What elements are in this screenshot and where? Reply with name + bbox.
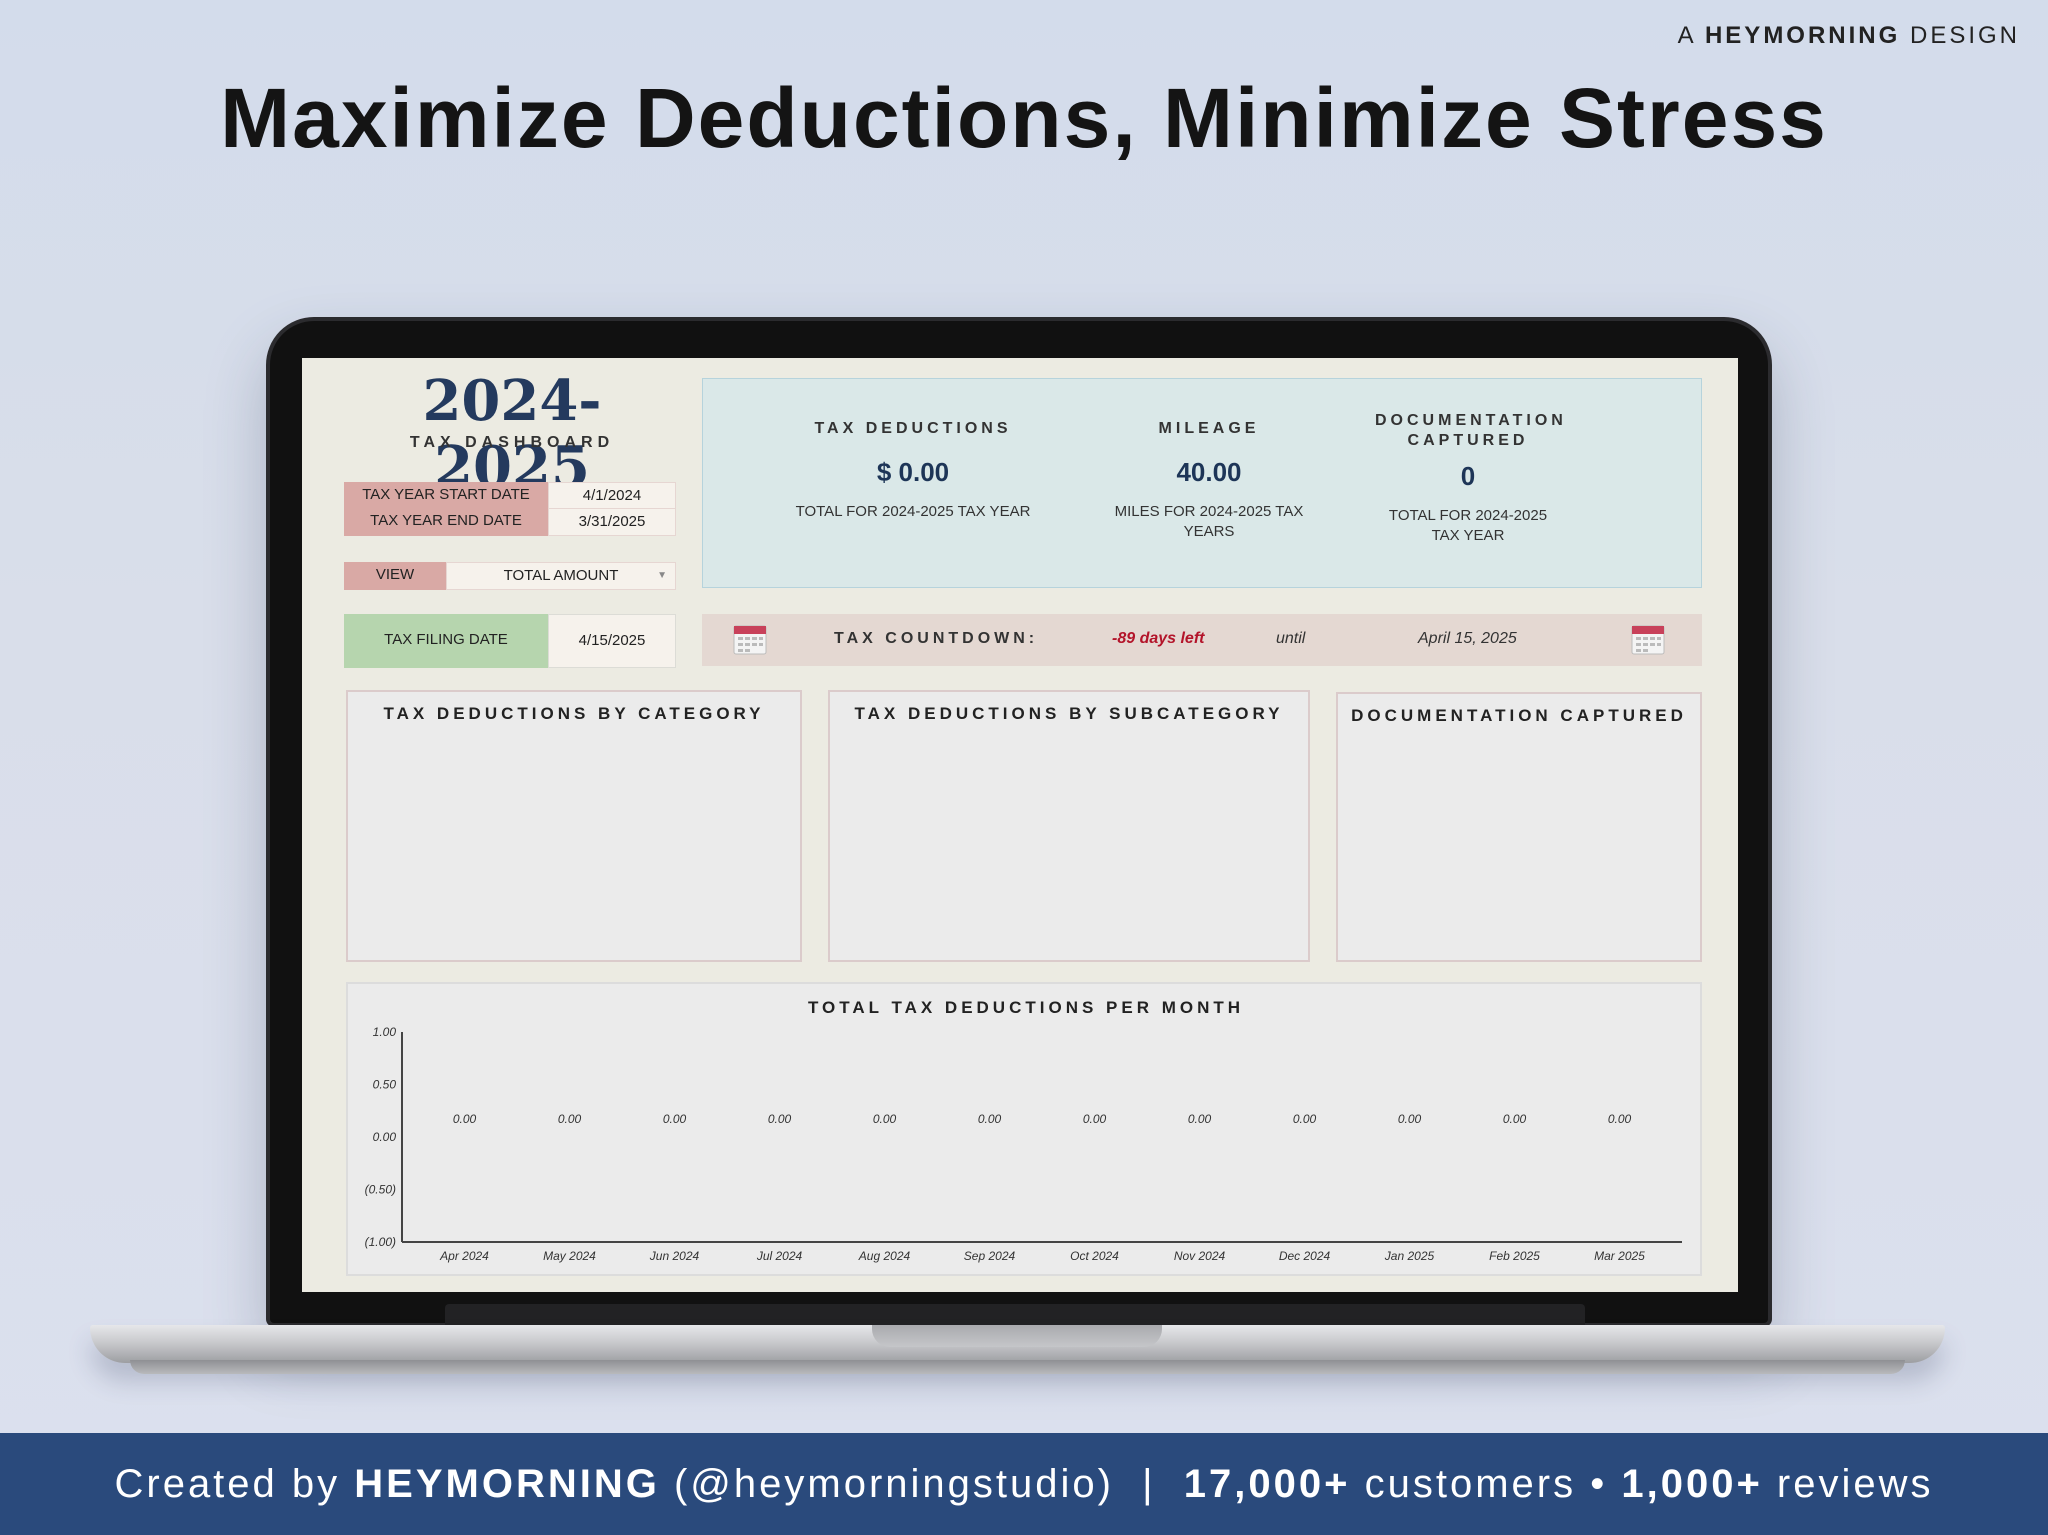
chart-x-tick-label: Dec 2024 <box>1279 1249 1331 1263</box>
tax-year-end-row: TAX YEAR END DATE 3/31/2025 <box>344 508 676 536</box>
calendar-icon <box>732 622 768 656</box>
footer-customers-label: customers • <box>1351 1462 1622 1506</box>
chart-x-tick-label: Oct 2024 <box>1070 1249 1119 1263</box>
stat-title: MILEAGE <box>1109 419 1309 439</box>
chart-y-tick-label: (0.50) <box>365 1183 396 1197</box>
chart-y-tick-label: 0.00 <box>373 1130 397 1144</box>
footer-reviews-count: 1,000+ <box>1621 1462 1762 1506</box>
stat-value: 0 <box>1375 461 1561 492</box>
tax-year-end-label: TAX YEAR END DATE <box>344 508 548 536</box>
stats-summary-box: TAX DEDUCTIONS $ 0.00 TOTAL FOR 2024-202… <box>702 378 1702 588</box>
chart-title: TOTAL TAX DEDUCTIONS PER MONTH <box>808 998 1244 1017</box>
tax-year-start-value[interactable]: 4/1/2024 <box>548 482 676 510</box>
footer-banner: Created by HEYMORNING (@heymorningstudio… <box>0 1433 2048 1535</box>
stat-value: 40.00 <box>1109 457 1309 488</box>
filing-date-value[interactable]: 4/15/2025 <box>548 614 676 668</box>
brand-tag-brand: HEYMORNING <box>1705 22 1900 49</box>
chart-y-tick-label: (1.00) <box>365 1235 396 1249</box>
chart-data-label: 0.00 <box>873 1112 897 1126</box>
chart-x-tick-label: Jan 2025 <box>1384 1249 1435 1263</box>
stat-mileage: MILEAGE 40.00 MILES FOR 2024-2025 TAX YE… <box>1109 419 1309 542</box>
dashboard-screen: 2024-2025 TAX DASHBOARD TAX YEAR START D… <box>302 358 1738 1292</box>
chart-y-tick-label: 0.50 <box>373 1078 397 1092</box>
chart-y-tick-label: 1.00 <box>373 1025 397 1039</box>
footer-reviews-label: reviews <box>1763 1462 1934 1506</box>
view-dropdown[interactable]: TOTAL AMOUNT ▼ <box>446 562 676 590</box>
countdown-date: April 15, 2025 <box>1418 630 1517 648</box>
brand-tag-suffix: DESIGN <box>1910 22 2020 49</box>
panel-title: DOCUMENTATION CAPTURED <box>1338 706 1700 726</box>
stat-documentation: DOCUMENTATION CAPTURED 0 TOTAL FOR 2024-… <box>1375 411 1561 546</box>
view-dropdown-value: TOTAL AMOUNT <box>504 567 619 584</box>
panel-title: TAX DEDUCTIONS BY SUBCATEGORY <box>830 704 1308 724</box>
chart-data-label: 0.00 <box>663 1112 687 1126</box>
panel-deductions-by-category: TAX DEDUCTIONS BY CATEGORY <box>346 690 802 962</box>
stat-tax-deductions: TAX DEDUCTIONS $ 0.00 TOTAL FOR 2024-202… <box>783 419 1043 522</box>
filing-date-label: TAX FILING DATE <box>344 614 548 668</box>
dashboard-subtitle: TAX DASHBOARD <box>362 434 662 452</box>
chart-data-label: 0.00 <box>1293 1112 1317 1126</box>
headline: Maximize Deductions, Minimize Stress <box>0 70 2048 167</box>
laptop-base-bottom <box>130 1360 1905 1374</box>
chevron-down-icon[interactable]: ▼ <box>657 563 667 589</box>
panel-documentation-captured: DOCUMENTATION CAPTURED <box>1336 692 1702 962</box>
chart-data-label: 0.00 <box>1188 1112 1212 1126</box>
stat-title: DOCUMENTATION CAPTURED <box>1375 411 1561 451</box>
panel-deductions-by-subcategory: TAX DEDUCTIONS BY SUBCATEGORY <box>828 690 1310 962</box>
footer-customers-count: 17,000+ <box>1184 1462 1351 1506</box>
laptop-hinge <box>445 1304 1585 1326</box>
chart-x-tick-label: May 2024 <box>543 1249 596 1263</box>
chart-x-tick-label: Nov 2024 <box>1174 1249 1226 1263</box>
chart-data-label: 0.00 <box>1608 1112 1632 1126</box>
stat-caption: TOTAL FOR 2024-2025 TAX YEAR <box>1375 506 1561 546</box>
chart-x-tick-label: Mar 2025 <box>1594 1249 1645 1263</box>
monthly-deductions-chart: TOTAL TAX DEDUCTIONS PER MONTH 1.00 0.50 0… <box>348 984 1704 1278</box>
chart-data-label: 0.00 <box>1503 1112 1527 1126</box>
tax-countdown-bar: TAX COUNTDOWN: -89 days left until April… <box>702 614 1702 666</box>
tax-year-start-row: TAX YEAR START DATE 4/1/2024 <box>344 482 676 510</box>
laptop-notch <box>872 1325 1162 1347</box>
chart-x-tick-label: Jul 2024 <box>756 1249 803 1263</box>
chart-x-tick-label: Apr 2024 <box>439 1249 489 1263</box>
chart-x-tick-label: Aug 2024 <box>858 1249 911 1263</box>
chart-data-label: 0.00 <box>558 1112 582 1126</box>
stat-caption: MILES FOR 2024-2025 TAX YEARS <box>1109 502 1309 542</box>
countdown-days: -89 days left <box>1112 630 1204 648</box>
view-label: VIEW <box>344 562 446 590</box>
brand-tag-prefix: A <box>1678 22 1696 49</box>
calendar-icon <box>1630 622 1666 656</box>
tax-year-start-label: TAX YEAR START DATE <box>344 482 548 510</box>
countdown-until: until <box>1276 630 1305 648</box>
filing-date-row: TAX FILING DATE 4/15/2025 <box>344 614 676 668</box>
stat-title: TAX DEDUCTIONS <box>783 419 1043 439</box>
panel-title: TAX DEDUCTIONS BY CATEGORY <box>348 704 800 724</box>
chart-data-label: 0.00 <box>978 1112 1002 1126</box>
chart-x-tick-label: Feb 2025 <box>1489 1249 1540 1263</box>
footer-prefix: Created by <box>114 1462 354 1506</box>
brand-tag: A HEYMORNING DESIGN <box>1678 22 2020 50</box>
footer-brand: HEYMORNING <box>354 1462 660 1506</box>
view-row: VIEW TOTAL AMOUNT ▼ <box>344 562 676 590</box>
tax-year-end-value[interactable]: 3/31/2025 <box>548 508 676 536</box>
chart-x-tick-label: Sep 2024 <box>964 1249 1016 1263</box>
stat-caption: TOTAL FOR 2024-2025 TAX YEAR <box>783 502 1043 522</box>
chart-x-tick-label: Jun 2024 <box>649 1249 700 1263</box>
countdown-label: TAX COUNTDOWN: <box>834 630 1038 648</box>
chart-data-label: 0.00 <box>768 1112 792 1126</box>
chart-data-label: 0.00 <box>1398 1112 1422 1126</box>
footer-handle: (@heymorningstudio) | <box>660 1462 1184 1506</box>
chart-panel-monthly-deductions: TOTAL TAX DEDUCTIONS PER MONTH 1.00 0.50 0… <box>346 982 1702 1276</box>
chart-data-label: 0.00 <box>1083 1112 1107 1126</box>
stat-value: $ 0.00 <box>783 457 1043 488</box>
chart-data-label: 0.00 <box>453 1112 477 1126</box>
